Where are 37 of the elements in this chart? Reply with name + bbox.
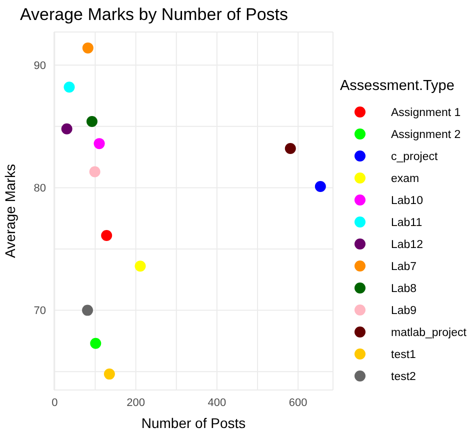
legend-label: Lab10: [391, 195, 423, 207]
point: [64, 82, 75, 93]
point: [94, 138, 105, 150]
chart-title: Average Marks by Number of Posts: [20, 5, 288, 25]
y-tick-label: 90: [34, 60, 46, 72]
y-tick-label: 70: [34, 305, 46, 318]
legend-title: Assessment.Type: [340, 78, 456, 94]
point: [134, 260, 146, 272]
point: [89, 166, 100, 178]
legend-label: Lab12: [391, 239, 423, 251]
legend-label: Lab8: [391, 283, 417, 295]
legend-label: Lab7: [391, 261, 417, 273]
x-axis-title: Number of Posts: [141, 415, 246, 431]
y-axis-title: Average Marks: [2, 164, 18, 258]
legend-label: Lab11: [391, 217, 422, 229]
point: [101, 230, 112, 242]
legend-label: test2: [391, 371, 416, 383]
legend-label: exam: [391, 173, 420, 185]
x-tick-label: 0: [52, 396, 58, 409]
legend-label: Lab9: [391, 305, 417, 317]
x-tick-label: 400: [208, 396, 226, 409]
point: [82, 304, 94, 316]
x-tick-label: 600: [288, 396, 308, 409]
point: [104, 368, 115, 380]
point: [82, 42, 94, 54]
legend-label: matlab_project: [391, 327, 466, 339]
legend-label: Assignment 2: [391, 129, 461, 141]
x-tick-label: 200: [126, 396, 145, 409]
legend-label: test1: [391, 349, 416, 361]
point: [284, 142, 296, 154]
point: [61, 123, 72, 134]
legend-label: Assignment 1: [391, 107, 461, 119]
point: [314, 180, 326, 192]
point: [86, 116, 98, 127]
point: [90, 338, 102, 349]
legend-label: c_project: [391, 151, 438, 163]
y-tick-label: 80: [34, 182, 46, 195]
